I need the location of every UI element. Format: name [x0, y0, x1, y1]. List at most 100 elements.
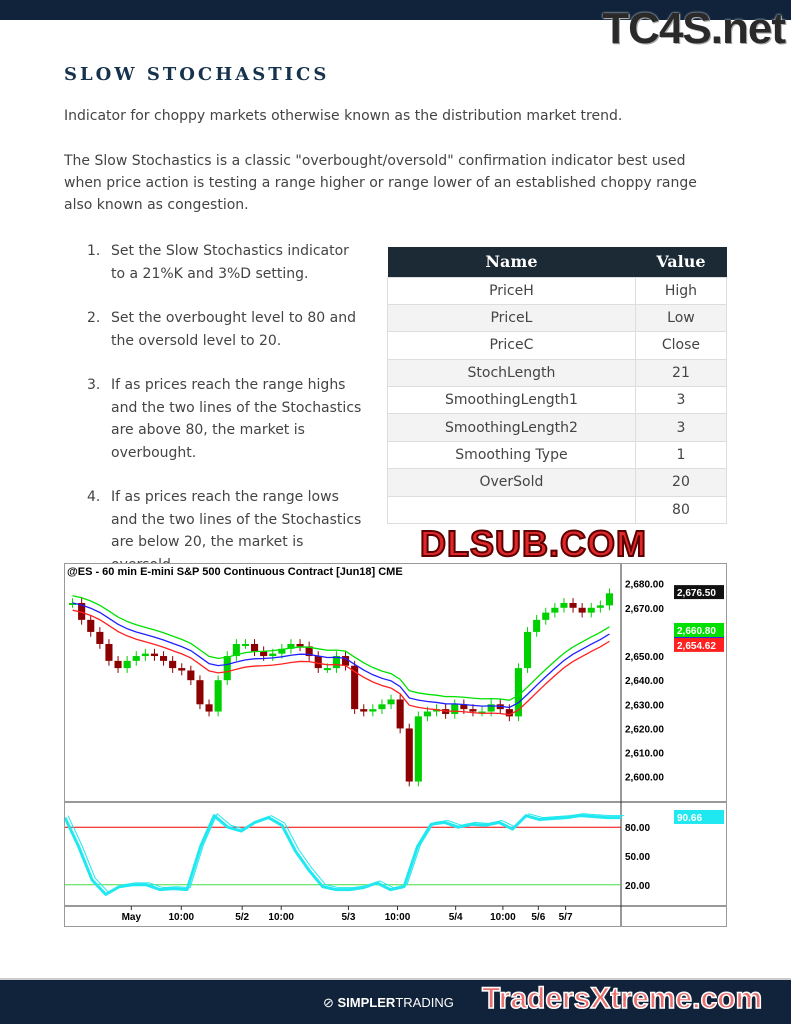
step-text: Set the overbought level to 80 and the o… — [111, 310, 356, 349]
table-row: OverSold 20 — [387, 468, 728, 497]
table-row: SmoothingLength2 3 — [387, 413, 728, 442]
list-item: 3. If as prices reach the range highs and… — [87, 374, 367, 464]
list-item: 2. Set the overbought level to 80 and the… — [87, 307, 367, 352]
candle — [323, 668, 331, 671]
table-row: PriceC Close — [387, 331, 728, 360]
table-row: Smoothing Type 1 — [387, 440, 728, 470]
candle — [378, 704, 386, 710]
candle — [150, 653, 158, 657]
name-cell: Smoothing Type — [387, 440, 636, 470]
step-text: Set the Slow Stochastics indicator to a … — [111, 243, 349, 282]
name-cell: StochLength — [387, 358, 636, 388]
table-row: PriceL Low — [387, 303, 728, 333]
description-text: The Slow Stochastics is a classic "overb… — [64, 153, 697, 213]
table-row: 80 — [387, 495, 728, 525]
stoch-tick-label: 80.00 — [625, 823, 650, 834]
price-tick-label: 2,600.00 — [625, 773, 664, 784]
value-cell: 3 — [634, 386, 728, 415]
candle — [305, 646, 313, 657]
candle — [141, 653, 149, 657]
candle — [387, 699, 395, 705]
value-cell: 80 — [634, 495, 728, 525]
candle — [423, 711, 431, 717]
price-tick-label: 2,630.00 — [625, 700, 664, 711]
table-row: StochLength 21 — [387, 358, 728, 388]
candle — [78, 602, 86, 620]
candle — [251, 643, 259, 652]
lower-readout: 2,654.62 — [677, 641, 716, 652]
name-cell: OverSold — [387, 468, 636, 497]
candle — [314, 656, 322, 669]
time-label: 5/2 — [235, 912, 249, 923]
name-cell: SmoothingLength1 — [387, 386, 636, 415]
value-cell: 3 — [634, 413, 728, 442]
candle — [460, 704, 468, 710]
candle — [351, 665, 359, 710]
candle — [114, 660, 122, 669]
time-label: 5/3 — [341, 912, 355, 923]
value-cell: High — [634, 276, 728, 305]
candle — [514, 668, 522, 717]
table-row: PriceH High — [387, 276, 728, 305]
top-bar — [0, 0, 791, 20]
last-price-readout-bg — [674, 585, 724, 600]
candle — [287, 643, 295, 649]
list-item: 1. Set the Slow Stochastics indicator to … — [87, 240, 367, 285]
candle — [169, 660, 177, 669]
band-line-upper — [72, 595, 610, 701]
chart-svg: 2,680.00 2,670.00 2,650.00 2,640.00 2,630.00… — [63, 564, 726, 926]
time-label: 10:00 — [490, 912, 516, 923]
candle — [469, 709, 477, 712]
candle — [505, 709, 513, 717]
candle — [396, 699, 404, 729]
candle — [569, 602, 577, 608]
name-cell: SmoothingLength2 — [387, 413, 636, 442]
candle — [451, 704, 459, 714]
table-row: SmoothingLength1 3 — [387, 386, 728, 415]
candle — [123, 660, 131, 669]
candle — [360, 709, 368, 712]
last-price-readout: 2,676.50 — [677, 588, 716, 599]
candle — [296, 643, 304, 647]
candle — [269, 653, 277, 657]
simpler-trading-logo: ⊘ SIMPLERTRADING — [323, 995, 454, 1010]
step-number: 1. — [87, 243, 101, 259]
candle — [96, 631, 104, 644]
candle — [223, 656, 231, 681]
candle — [196, 680, 204, 705]
time-label: May — [122, 912, 142, 923]
candle — [405, 728, 413, 782]
name-cell: PriceC — [387, 331, 636, 360]
candle — [105, 643, 113, 661]
page-title: SLOW STOCHASTICS — [64, 64, 330, 85]
stoch-d-line — [67, 812, 624, 894]
stoch-readout-bg — [674, 809, 724, 824]
time-label: 10:00 — [385, 912, 411, 923]
candle — [160, 656, 168, 661]
candle — [533, 619, 541, 632]
steps-list: 1. Set the Slow Stochastics indicator to … — [87, 240, 367, 598]
settings-table: Name Value PriceH High PriceL Low PriceC Close… — [387, 247, 728, 525]
candle — [542, 612, 550, 620]
name-cell — [387, 495, 636, 525]
time-label: 10:00 — [268, 912, 294, 923]
value-cell: 20 — [634, 468, 728, 497]
candle — [187, 670, 195, 681]
value-cell: Low — [634, 303, 728, 333]
value-cell: 21 — [634, 358, 728, 388]
candle — [69, 602, 77, 605]
candle — [560, 602, 568, 608]
price-tick-label: 2,680.00 — [625, 580, 664, 591]
name-cell: PriceL — [387, 303, 636, 333]
band-line-lower — [72, 609, 610, 716]
candle — [551, 607, 559, 613]
step-number: 4. — [87, 489, 101, 505]
candle — [214, 680, 222, 712]
time-label: 5/6 — [531, 912, 545, 923]
value-cell: Close — [634, 331, 728, 360]
candle — [596, 605, 604, 608]
candle — [332, 656, 340, 669]
stoch-tick-label: 50.00 — [625, 852, 650, 863]
name-cell: PriceH — [387, 276, 636, 305]
candle — [278, 648, 286, 654]
